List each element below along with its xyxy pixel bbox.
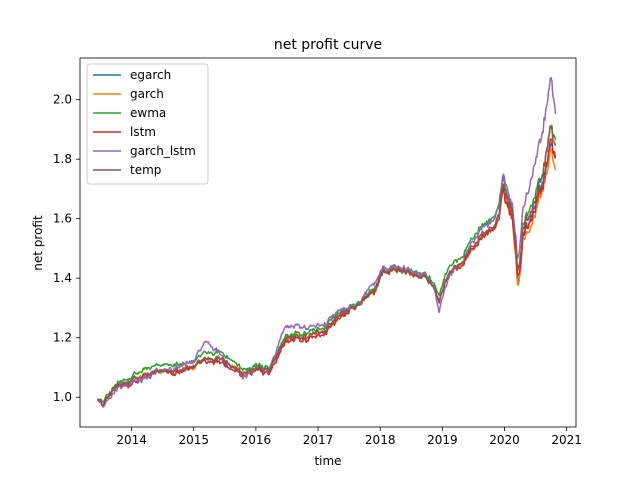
legend-label: garch <box>130 87 164 101</box>
legend-label: egarch <box>130 68 171 82</box>
y-tick-label: 1.2 <box>53 331 72 345</box>
series-line-temp <box>96 125 557 407</box>
legend-label: ewma <box>130 106 166 120</box>
plot-area <box>96 76 557 408</box>
legend-label: lstm <box>130 125 156 139</box>
y-tick-label: 2.0 <box>53 93 72 107</box>
series-line-lstm <box>97 138 557 408</box>
chart-title: net profit curve <box>274 37 382 53</box>
x-tick-label: 2021 <box>551 433 582 447</box>
x-tick-label: 2017 <box>303 433 334 447</box>
series-line-garch-lstm <box>96 76 557 408</box>
x-tick-label: 2016 <box>241 433 272 447</box>
axes: 2014 2015 2016 2017 2018 2019 2020 2021 1.0 1.2 1.… <box>53 57 582 447</box>
y-tick-label: 1.8 <box>53 152 72 166</box>
x-tick-label: 2015 <box>178 433 209 447</box>
y-tick-label: 1.6 <box>53 212 72 226</box>
y-tick-label: 1.0 <box>53 390 72 404</box>
x-tick-label: 2020 <box>489 433 520 447</box>
x-tick-label: 2019 <box>427 433 458 447</box>
x-tick-label: 2014 <box>116 433 147 447</box>
axes-frame <box>79 57 577 428</box>
y-axis-label: net profit <box>31 215 45 271</box>
legend-label: temp <box>130 163 161 177</box>
x-tick-label: 2018 <box>365 433 396 447</box>
legend-label: garch_lstm <box>130 144 196 158</box>
y-tick-label: 1.4 <box>53 271 72 285</box>
x-axis-label: time <box>314 454 341 468</box>
series-line-garch <box>97 148 557 407</box>
